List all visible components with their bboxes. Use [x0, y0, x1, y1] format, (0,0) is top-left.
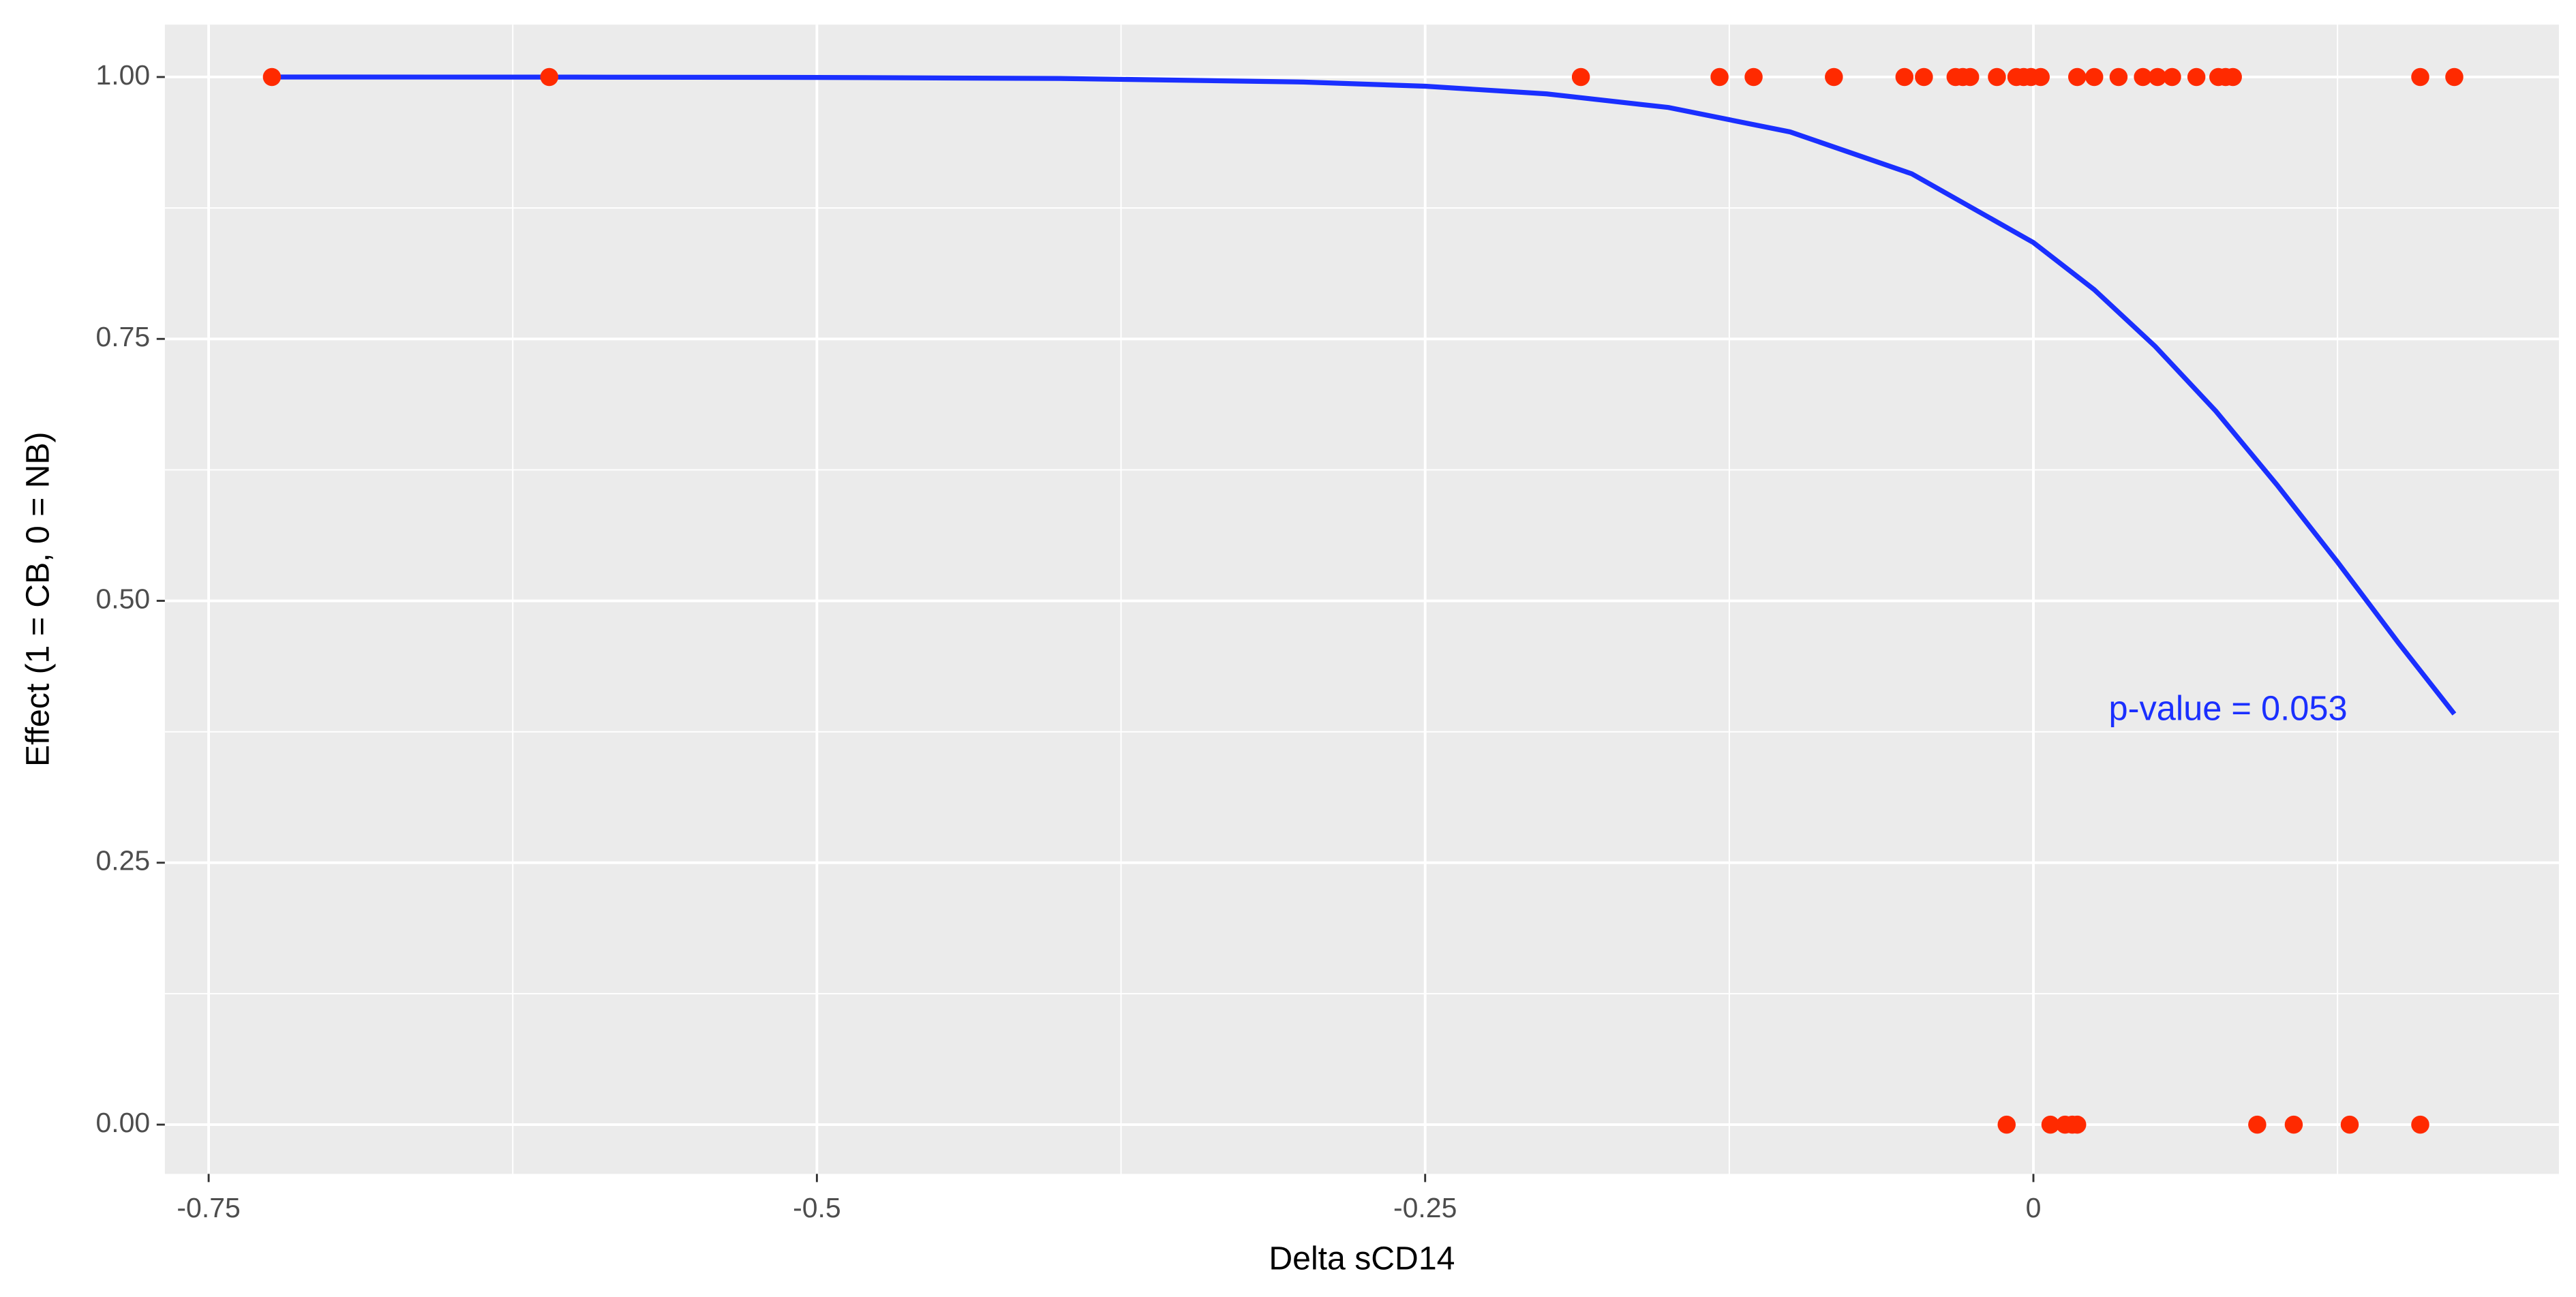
data-point — [2041, 1115, 2060, 1134]
data-point — [2224, 67, 2242, 87]
data-point — [2163, 67, 2181, 87]
data-point — [2340, 1115, 2359, 1134]
data-point — [2068, 1115, 2087, 1134]
fit-line — [271, 74, 2457, 716]
plot-panel — [164, 25, 2559, 1174]
data-point — [2068, 67, 2087, 87]
data-point — [540, 67, 559, 87]
x-axis-label: Delta sCD14 — [1269, 1240, 1455, 1277]
data-point — [2148, 67, 2167, 87]
data-point — [2134, 67, 2152, 87]
data-point — [1571, 67, 1590, 87]
y-tick-label: 0.50 — [95, 583, 150, 614]
data-point — [262, 67, 282, 87]
data-point — [1960, 67, 1980, 87]
data-point — [2445, 67, 2464, 87]
data-point — [2031, 67, 2050, 87]
y-tick-label: 0.75 — [95, 321, 150, 352]
data-point — [1988, 67, 2006, 87]
annotation: p-value = 0.053 — [2108, 688, 2347, 727]
data-point — [2109, 67, 2128, 87]
x-tick-label: -0.25 — [1393, 1192, 1457, 1223]
y-tick-label: 1.00 — [95, 59, 150, 91]
data-point — [1997, 1115, 2016, 1134]
data-point — [1895, 67, 1914, 87]
data-point — [2187, 67, 2206, 87]
y-tick-label: 0.25 — [95, 845, 150, 876]
x-tick-label: -0.5 — [793, 1192, 841, 1223]
data-point — [2411, 67, 2429, 87]
data-point — [2284, 1115, 2303, 1134]
data-point — [1825, 67, 1843, 87]
data-point — [2248, 1115, 2267, 1134]
data-point — [1915, 67, 1933, 87]
y-tick-label: 0.00 — [95, 1107, 150, 1138]
data-point — [2085, 67, 2104, 87]
data-point — [2411, 1115, 2429, 1134]
x-tick-label: -0.75 — [177, 1192, 240, 1223]
y-axis-label: Effect (1 = CB, 0 = NB) — [19, 431, 56, 767]
x-tick-label: 0 — [2026, 1192, 2042, 1223]
data-point — [1710, 67, 1729, 87]
data-point — [1744, 67, 1763, 87]
